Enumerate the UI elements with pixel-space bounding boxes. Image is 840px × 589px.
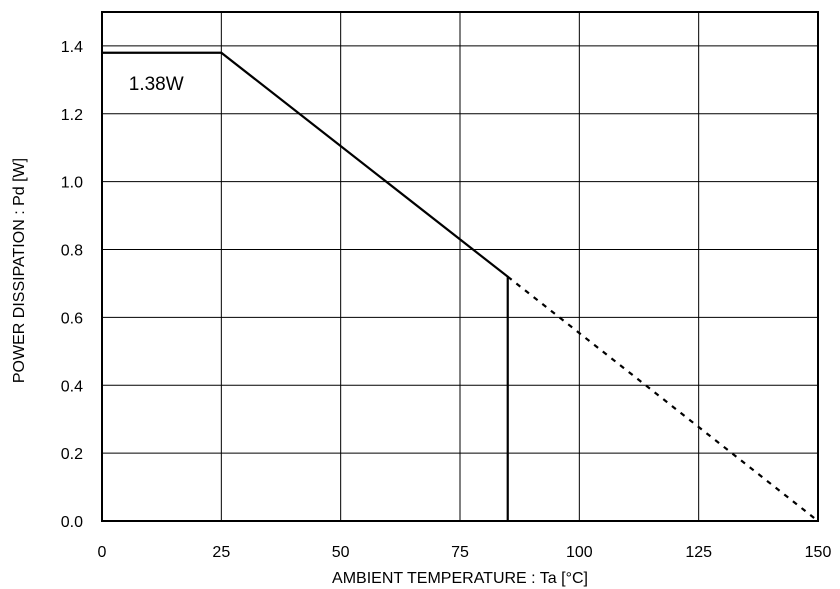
y-axis-title: POWER DISSIPATION : Pd [W] [11,158,28,383]
y-axis-tick-labels: 0.0 0.2 0.4 0.6 0.8 1.0 1.2 1.4 [61,39,83,531]
x-tick-label: 100 [566,544,593,561]
x-tick-label: 75 [451,544,469,561]
x-tick-label: 0 [98,544,107,561]
y-tick-label: 1.4 [61,39,83,56]
x-tick-label: 50 [332,544,350,561]
x-tick-label: 150 [805,544,832,561]
annotations-layer: 1.38W [129,74,184,95]
y-tick-label: 0.2 [61,446,83,463]
series-layer [102,51,819,522]
x-tick-label: 125 [685,544,712,561]
y-tick-label: 1.0 [61,175,83,192]
y-tick-label: 0.4 [61,378,83,395]
annotation-label: 1.38W [129,74,184,95]
y-tick-label: 1.2 [61,107,83,124]
grid-lines [101,12,819,522]
derating-line-dashed [507,275,819,522]
x-axis-title: AMBIENT TEMPERATURE : Ta [°C] [332,570,588,587]
y-tick-label: 0.8 [61,243,83,260]
y-tick-label: 0.6 [61,310,83,327]
plot-frame [101,11,819,522]
y-tick-label: 0.0 [61,514,83,531]
x-tick-label: 25 [212,544,230,561]
derating-line-solid [102,51,509,521]
x-axis-tick-labels: 0 25 50 75 100 125 150 [98,544,832,561]
